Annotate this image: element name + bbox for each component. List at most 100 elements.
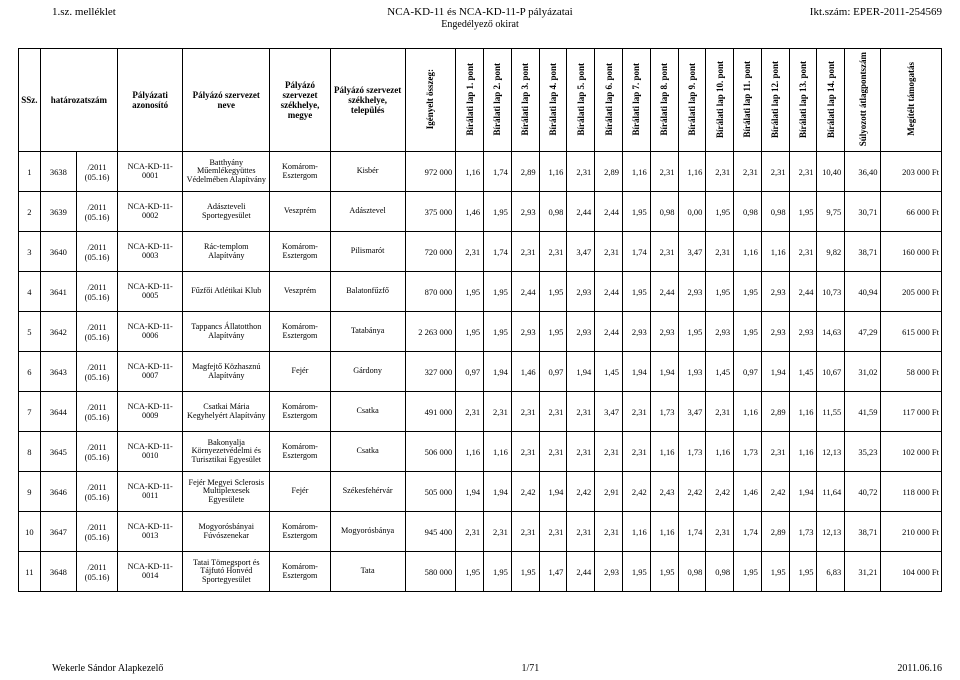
cell: 11 [19,552,41,592]
table-head: SSz. határozatszám Pályázati azonosító P… [19,49,942,152]
col-ssz: SSz. [19,49,41,152]
cell: 31,02 [845,352,881,392]
cell: Csatkai Mária Kegyhelyért Alapítvány [183,392,270,432]
footer: Wekerle Sándor Alapkezelő 1/71 2011.06.1… [52,663,942,674]
cell: 1,16 [622,152,650,192]
col-b13-label: Bírálati lap 13. pont [798,59,808,140]
cell: 40,72 [845,472,881,512]
cell: 1,16 [539,152,567,192]
cell: NCA-KD-11-0006 [118,312,183,352]
cell: 2,91 [595,472,623,512]
cell: 1,95 [622,192,650,232]
cell: 2,31 [595,232,623,272]
cell: Veszprém [270,192,330,232]
cell: 3648 [40,552,76,592]
cell: Fejér [270,472,330,512]
cell: 1,16 [484,432,512,472]
cell: 2,93 [761,312,789,352]
cell: 1,95 [789,552,817,592]
cell: 2,31 [789,152,817,192]
cell: 3645 [40,432,76,472]
cell: 7 [19,392,41,432]
col-tam-label: Megítélt támogatás [906,60,916,138]
cell: 2,93 [761,272,789,312]
cell: 10,67 [817,352,845,392]
cell: 118 000 Ft [881,472,942,512]
cell: 12,13 [817,432,845,472]
cell: 1,74 [678,512,706,552]
header-center-title: NCA-KD-11 és NCA-KD-11-P pályázatai [387,6,572,18]
cell: 2,31 [622,392,650,432]
cell: Veszprém [270,272,330,312]
col-b6: Bírálati lap 6. pont [595,49,623,152]
cell: 2,42 [622,472,650,512]
cell: 2,42 [678,472,706,512]
cell: Mogyorósbányai Fúvószenekar [183,512,270,552]
cell: 2,31 [539,512,567,552]
header-right: Ikt.szám: EPER-2011-254569 [810,6,942,18]
cell: 6,83 [817,552,845,592]
cell: 2,31 [734,152,762,192]
cell: Kisbér [330,152,405,192]
cell: 0,97 [539,352,567,392]
cell: Tatai Tömegsport és Tájfutó Honvéd Sport… [183,552,270,592]
page: 1.sz. melléklet NCA-KD-11 és NCA-KD-11-P… [0,0,960,680]
cell: 1,94 [622,352,650,392]
header-center-sub: Engedélyező okirat [441,19,518,30]
cell: 2,89 [595,152,623,192]
cell: Csatka [330,432,405,472]
cell: 505 000 [405,472,456,512]
cell: 3,47 [678,392,706,432]
cell: 1,95 [678,312,706,352]
col-ig: Igényelt összeg: [405,49,456,152]
cell: Komárom-Esztergom [270,512,330,552]
cell: 2,31 [539,392,567,432]
cell: 2,31 [511,392,539,432]
cell: 1,95 [734,552,762,592]
cell: 38,71 [845,512,881,552]
cell: 66 000 Ft [881,192,942,232]
col-b1-label: Bírálati lap 1. pont [465,61,475,138]
cell: 2,31 [595,512,623,552]
cell: 1,93 [678,352,706,392]
cell: NCA-KD-11-0003 [118,232,183,272]
cell: 1,94 [484,472,512,512]
cell: 1,16 [734,232,762,272]
cell: /2011 (05.16) [76,352,117,392]
cell: 2,42 [511,472,539,512]
col-tam: Megítélt támogatás [881,49,942,152]
cell: 1,46 [511,352,539,392]
cell: 1,16 [789,432,817,472]
cell: Adászteveli Sportegyesület [183,192,270,232]
cell: 3,47 [595,392,623,432]
cell: 31,21 [845,552,881,592]
cell: 9,82 [817,232,845,272]
cell: 1,16 [650,512,678,552]
cell: 1,74 [484,152,512,192]
cell: 1,95 [456,312,484,352]
cell: 2,31 [706,232,734,272]
col-paz: Pályázati azonosító [118,49,183,152]
cell: 12,13 [817,512,845,552]
cell: 102 000 Ft [881,432,942,472]
cell: 3644 [40,392,76,432]
col-b10: Bírálati lap 10. pont [706,49,734,152]
cell: Székesfehérvár [330,472,405,512]
cell: 1,16 [622,512,650,552]
cell: 1,46 [734,472,762,512]
col-b12-label: Bírálati lap 12. pont [770,59,780,140]
cell: Bakonyalja Környezetvédelmi és Turisztik… [183,432,270,472]
cell: /2011 (05.16) [76,512,117,552]
cell: NCA-KD-11-0010 [118,432,183,472]
table-row: 23639/2011 (05.16)NCA-KD-11-0002Adásztev… [19,192,942,232]
cell: /2011 (05.16) [76,312,117,352]
cell: /2011 (05.16) [76,392,117,432]
col-b5-label: Bírálati lap 5. pont [576,61,586,138]
cell: 2,31 [567,432,595,472]
col-megye: Pályázó szervezet székhelye, megye [270,49,330,152]
cell: Adásztevel [330,192,405,232]
cell: 3 [19,232,41,272]
cell: 40,94 [845,272,881,312]
cell: 327 000 [405,352,456,392]
table-row: 43641/2011 (05.16)NCA-KD-11-0005Fűzfői A… [19,272,942,312]
